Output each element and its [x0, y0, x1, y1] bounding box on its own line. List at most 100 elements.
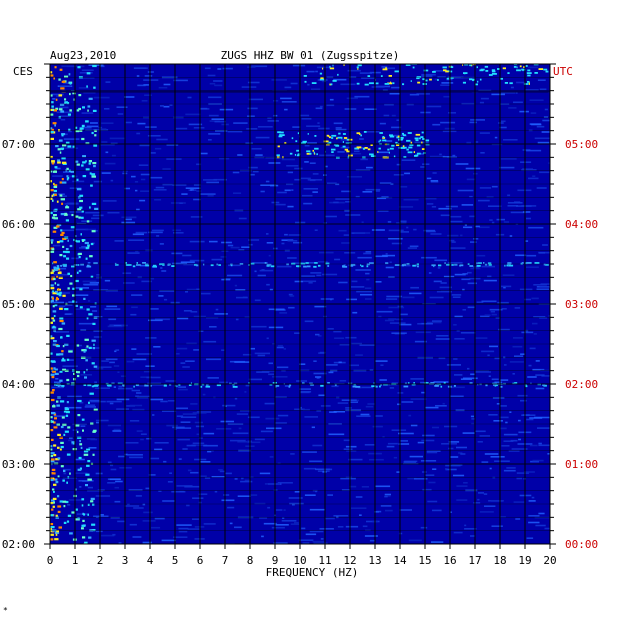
lowfreq-energy — [51, 194, 54, 197]
noise-streak — [385, 140, 393, 142]
lowfreq-energy — [52, 305, 55, 308]
noise-streak — [135, 395, 139, 397]
feature-energy-3 — [445, 70, 449, 73]
noise-streak — [510, 211, 527, 214]
lowfreq-energy — [69, 244, 73, 248]
noise-streak — [526, 217, 531, 220]
noise-streak — [454, 273, 466, 276]
noise-streak — [372, 425, 383, 428]
lowfreq-energy — [93, 429, 97, 432]
feature-energy-2 — [115, 263, 119, 266]
lowfreq-energy — [74, 215, 79, 218]
noise-streak — [346, 450, 357, 452]
feature-energy-3 — [394, 70, 399, 73]
noise-streak — [312, 540, 325, 543]
noise-streak — [230, 246, 240, 249]
noise-streak — [89, 399, 100, 402]
lowfreq-energy — [83, 450, 89, 453]
feature-energy-3 — [320, 77, 324, 79]
noise-streak — [207, 450, 212, 453]
noise-streak — [95, 419, 109, 422]
noise-streak — [149, 277, 155, 280]
noise-streak — [396, 222, 407, 224]
noise-streak — [116, 398, 130, 401]
noise-streak — [363, 252, 372, 255]
lowfreq-energy — [51, 216, 55, 219]
noise-streak — [328, 371, 334, 374]
noise-streak — [449, 456, 459, 458]
noise-streak — [377, 210, 389, 212]
noise-streak — [270, 184, 279, 187]
lowfreq-energy — [71, 511, 75, 514]
feature-energy-3 — [319, 72, 323, 75]
lowfreq-energy — [69, 109, 72, 112]
noise-streak — [65, 304, 73, 306]
lowfreq-energy — [50, 420, 53, 423]
noise-streak — [185, 187, 201, 189]
x-tick-label: 2 — [97, 554, 104, 567]
noise-streak — [160, 105, 164, 107]
noise-streak — [171, 490, 186, 493]
noise-streak — [455, 409, 465, 412]
noise-streak — [90, 306, 97, 308]
noise-streak — [365, 188, 381, 191]
noise-streak — [400, 440, 408, 442]
noise-streak — [107, 461, 112, 464]
noise-streak — [359, 138, 364, 140]
noise-streak — [118, 542, 122, 544]
noise-streak — [386, 295, 403, 298]
noise-streak — [85, 228, 96, 231]
noise-streak — [393, 456, 398, 459]
noise-streak — [148, 319, 163, 322]
lowfreq-energy — [79, 127, 84, 130]
noise-streak — [68, 130, 72, 133]
noise-streak — [89, 281, 99, 284]
feature-energy-0 — [378, 140, 380, 143]
lowfreq-energy — [76, 188, 82, 191]
noise-streak — [128, 239, 145, 241]
noise-streak — [384, 493, 391, 496]
noise-streak — [268, 326, 284, 329]
noise-streak — [303, 202, 313, 205]
noise-streak — [125, 442, 139, 444]
noise-streak — [449, 511, 452, 513]
noise-streak — [450, 215, 462, 218]
feature-energy-1 — [205, 385, 211, 388]
noise-streak — [421, 256, 437, 259]
x-tick-label: 1 — [72, 554, 79, 567]
lowfreq-energy — [62, 144, 67, 147]
feature-energy-1 — [144, 383, 146, 386]
noise-streak — [433, 70, 447, 72]
feature-energy-0 — [378, 147, 381, 150]
noise-streak — [136, 353, 152, 355]
noise-streak — [158, 295, 164, 297]
feature-energy-0 — [354, 147, 359, 150]
noise-streak — [532, 368, 545, 371]
lowfreq-energy — [58, 276, 63, 279]
x-tick-label: 10 — [293, 554, 306, 567]
noise-streak — [131, 306, 138, 309]
lowfreq-energy — [51, 276, 55, 279]
noise-streak — [247, 66, 256, 68]
noise-streak — [479, 511, 494, 513]
lowfreq-energy — [60, 110, 65, 113]
noise-streak — [75, 308, 86, 310]
lowfreq-energy — [60, 445, 64, 449]
noise-streak — [58, 305, 66, 308]
lowfreq-energy — [90, 500, 94, 503]
noise-streak — [420, 166, 425, 168]
lowfreq-energy — [56, 223, 62, 227]
feature-energy-3 — [469, 64, 472, 67]
feature-energy-1 — [453, 385, 456, 387]
lowfreq-energy — [52, 290, 55, 293]
lowfreq-energy — [50, 373, 55, 376]
lowfreq-energy — [50, 460, 55, 463]
lowfreq-energy — [54, 417, 57, 420]
noise-streak — [96, 421, 99, 424]
noise-streak — [247, 81, 260, 84]
feature-energy-2 — [126, 264, 132, 266]
noise-streak — [246, 128, 258, 130]
noise-streak — [501, 285, 512, 288]
feature-energy-0 — [297, 132, 299, 135]
noise-streak — [55, 292, 70, 294]
